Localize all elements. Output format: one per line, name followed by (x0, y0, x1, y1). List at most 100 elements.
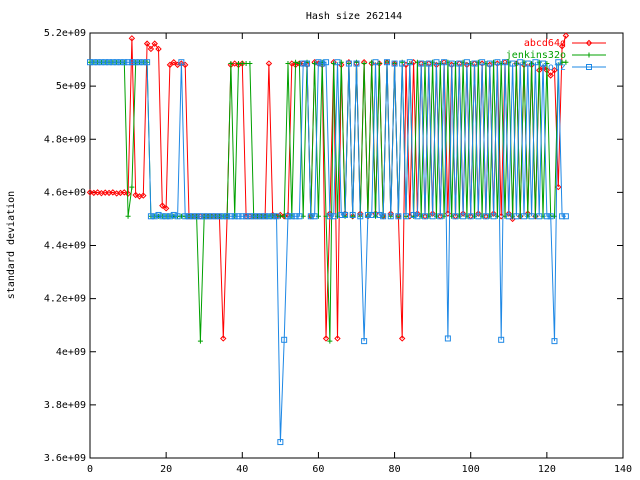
data-point (285, 61, 291, 67)
data-point (166, 213, 173, 220)
data-point (433, 59, 440, 66)
data-point (269, 213, 276, 220)
data-point (513, 213, 520, 220)
data-point (448, 60, 455, 67)
data-point (425, 60, 432, 67)
data-point (117, 59, 124, 66)
data-point (109, 59, 116, 66)
data-point (163, 213, 170, 220)
data-point (247, 61, 253, 67)
data-point (144, 59, 151, 66)
legend-swatch-marker (586, 64, 592, 70)
data-point (334, 335, 341, 342)
data-point (517, 59, 524, 66)
data-point (128, 59, 135, 66)
data-point (387, 213, 394, 220)
data-point (197, 338, 203, 344)
data-point (551, 66, 558, 74)
data-point (243, 213, 250, 220)
data-point (94, 189, 101, 196)
data-point (551, 338, 558, 345)
data-point (475, 213, 482, 220)
data-point (364, 211, 371, 218)
data-point (182, 213, 189, 220)
series-rotz (87, 59, 569, 446)
data-point (345, 60, 352, 67)
data-point (121, 59, 128, 66)
data-point (463, 59, 470, 66)
data-point (395, 213, 402, 220)
data-point (532, 59, 539, 66)
data-point (391, 60, 398, 67)
data-point (399, 60, 406, 67)
data-point (486, 60, 493, 67)
data-point (140, 59, 147, 66)
data-point (322, 335, 330, 342)
data-point (357, 213, 364, 220)
data-point (296, 213, 303, 220)
data-point (543, 213, 550, 220)
data-point (349, 211, 356, 218)
data-point (208, 213, 215, 220)
data-point (121, 189, 128, 196)
x-axis: 0 20 40 60 80 100 120 140 (87, 33, 632, 475)
data-point (239, 213, 246, 220)
data-point (98, 59, 105, 66)
x-tick-label: 120 (538, 464, 556, 475)
data-point (441, 59, 448, 66)
data-point (494, 59, 501, 66)
data-point (327, 338, 333, 344)
data-point (235, 213, 242, 220)
y-tick-label: 4.6e+09 (44, 187, 86, 198)
data-point (151, 40, 158, 47)
legend-swatch-marker (585, 39, 593, 47)
data-point (528, 213, 535, 220)
data-point (86, 189, 94, 196)
data-point (170, 211, 177, 218)
data-point (521, 213, 528, 220)
data-point (410, 211, 417, 218)
data-point (136, 59, 143, 66)
data-point (376, 211, 383, 218)
data-point (147, 45, 155, 53)
y-tick-label: 5e+09 (56, 81, 86, 92)
data-point (262, 213, 269, 220)
data-point (129, 184, 135, 190)
y-tick-label: 4.2e+09 (44, 294, 86, 305)
data-point (536, 213, 543, 220)
x-tick-label: 80 (389, 464, 401, 475)
data-point (383, 59, 390, 66)
data-point (467, 213, 474, 220)
x-tick-label: 40 (236, 464, 248, 475)
data-point (205, 213, 212, 220)
data-point (90, 59, 97, 66)
data-point (125, 59, 132, 66)
data-point (178, 59, 185, 66)
x-tick-label: 0 (87, 464, 93, 475)
data-point (559, 213, 566, 220)
data-point (125, 213, 131, 219)
data-point (509, 60, 516, 67)
data-point (505, 213, 512, 220)
data-point (456, 60, 463, 67)
data-point (102, 59, 109, 66)
data-point (540, 60, 547, 67)
x-tick-label: 140 (614, 464, 632, 475)
data-point (418, 60, 425, 67)
data-point (406, 59, 413, 66)
plot-frame (89, 32, 624, 459)
data-point (265, 60, 273, 67)
data-point (555, 59, 562, 66)
data-point (326, 213, 333, 220)
data-point (166, 61, 174, 69)
data-point (228, 61, 234, 67)
data-point (330, 213, 337, 220)
data-point (216, 213, 223, 220)
series-layer (86, 32, 570, 446)
data-point (284, 213, 291, 220)
data-point (452, 213, 459, 220)
data-point (281, 336, 288, 343)
y-tick-label: 4e+09 (56, 347, 86, 358)
data-point (102, 189, 109, 196)
